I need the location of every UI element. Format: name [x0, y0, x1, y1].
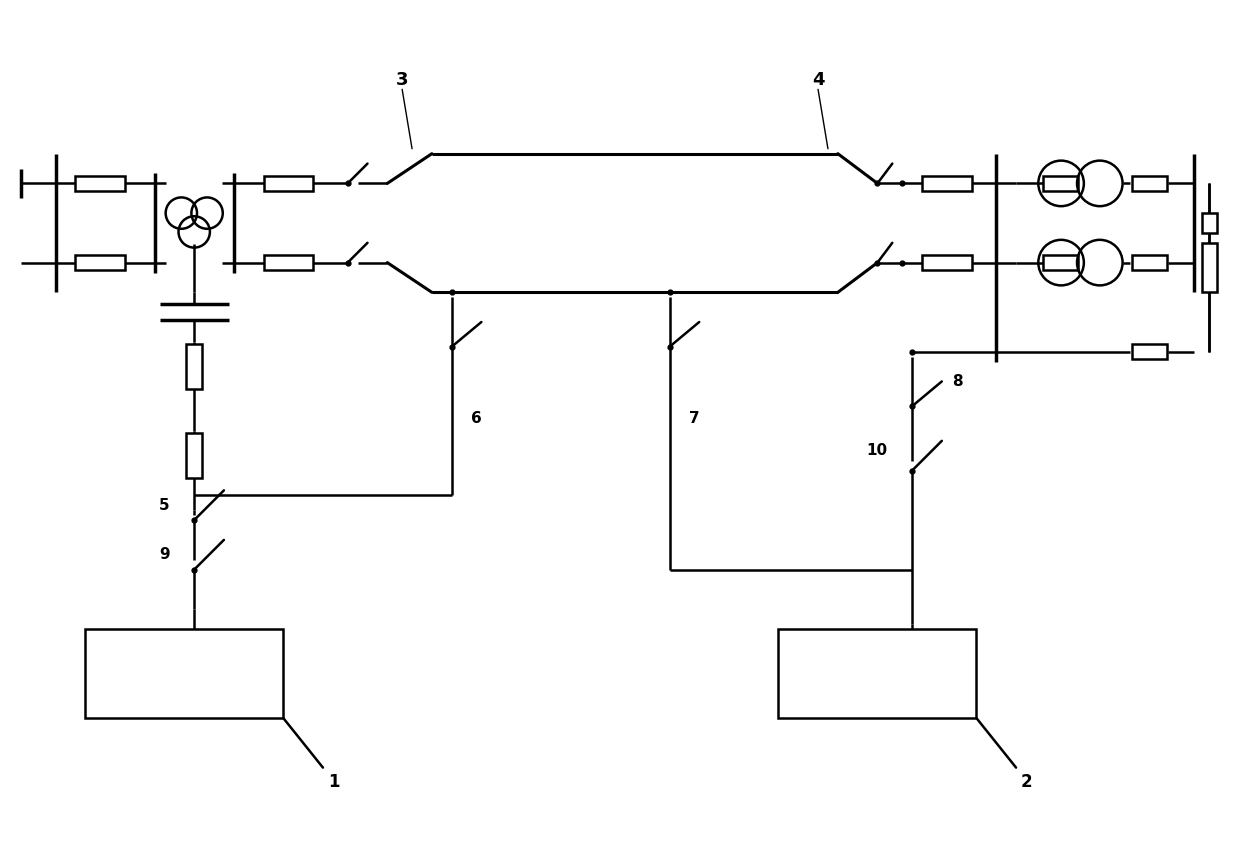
Bar	[186, 345, 202, 389]
Text: 5: 5	[159, 498, 170, 512]
Text: 6: 6	[471, 411, 482, 426]
Bar	[1132, 345, 1167, 359]
Text: 第二无功
补偶装置: 第二无功 补偶装置	[859, 657, 895, 690]
Bar	[1202, 213, 1216, 233]
Text: 第一无功
补偶装置: 第一无功 补偶装置	[166, 657, 202, 690]
Bar	[264, 176, 312, 191]
Bar	[923, 255, 971, 270]
Text: 4: 4	[812, 71, 825, 89]
Bar	[1132, 255, 1167, 270]
Bar	[1132, 176, 1167, 191]
Bar	[264, 255, 312, 270]
Bar	[76, 176, 125, 191]
Bar	[186, 433, 202, 478]
Bar	[779, 629, 976, 718]
Bar	[1043, 176, 1078, 191]
Text: 8: 8	[952, 374, 962, 389]
Bar	[86, 629, 283, 718]
Text: 9: 9	[159, 547, 170, 563]
Bar	[1043, 255, 1078, 270]
Bar	[76, 255, 125, 270]
Text: 3: 3	[396, 71, 408, 89]
Text: 2: 2	[1021, 773, 1033, 791]
Bar	[923, 176, 971, 191]
Text: 7: 7	[689, 411, 699, 426]
Text: 1: 1	[327, 773, 340, 791]
Text: 10: 10	[867, 443, 888, 458]
Bar	[1202, 243, 1216, 292]
